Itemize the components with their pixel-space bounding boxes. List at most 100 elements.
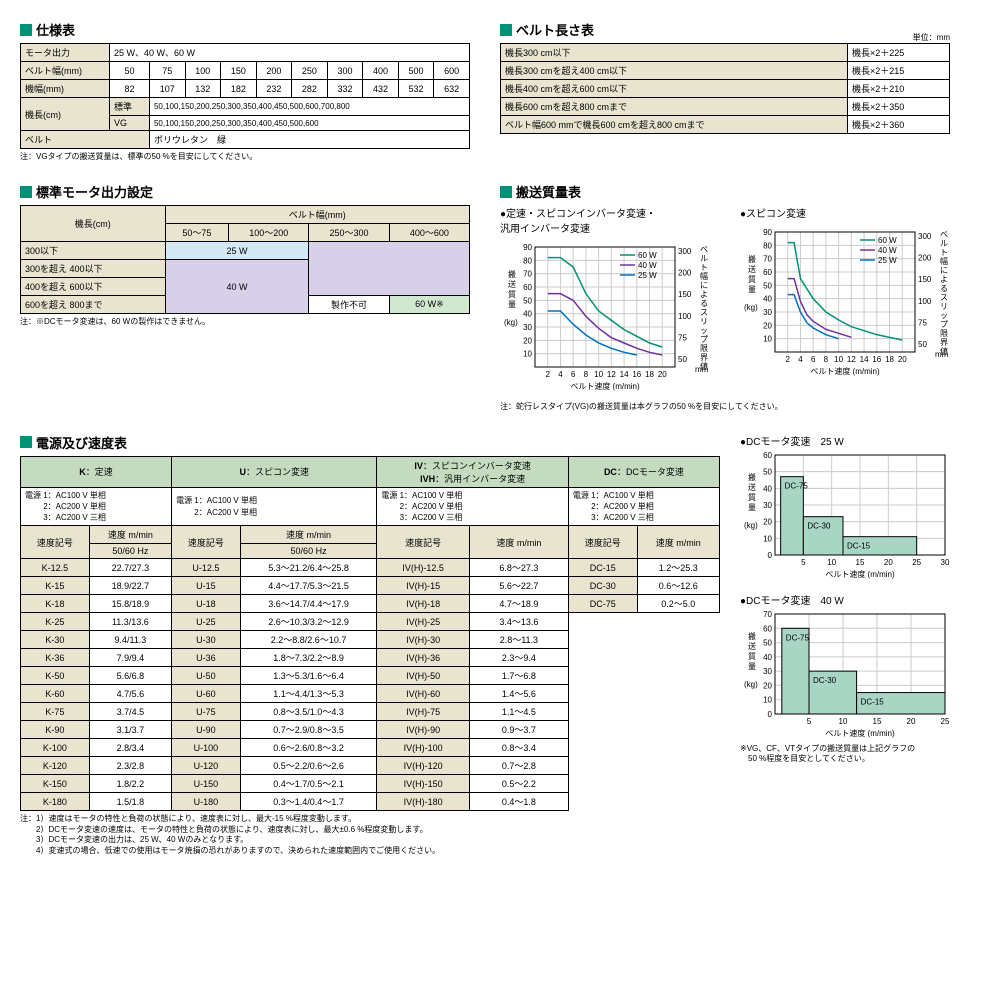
svg-text:(kg): (kg) bbox=[744, 680, 758, 689]
svg-text:搬: 搬 bbox=[748, 472, 756, 482]
svg-text:50: 50 bbox=[678, 355, 687, 364]
transport-title: 搬送質量表 bbox=[500, 182, 980, 201]
svg-text:60 W: 60 W bbox=[638, 251, 657, 260]
beltlen-unit: 単位：mm bbox=[913, 32, 950, 43]
svg-text:20: 20 bbox=[523, 337, 532, 346]
svg-text:30: 30 bbox=[763, 501, 772, 510]
svg-text:15: 15 bbox=[856, 558, 865, 567]
svg-text:70: 70 bbox=[763, 610, 772, 619]
svg-text:ッ: ッ bbox=[940, 311, 948, 320]
svg-text:12: 12 bbox=[847, 355, 856, 364]
svg-text:20: 20 bbox=[763, 681, 772, 690]
svg-text:ベ: ベ bbox=[940, 230, 948, 239]
svg-text:ル: ル bbox=[940, 239, 948, 248]
svg-text:300: 300 bbox=[918, 232, 932, 241]
svg-text:25 W: 25 W bbox=[878, 256, 897, 265]
svg-text:8: 8 bbox=[824, 355, 829, 364]
dc40-title: ●DCモータ変速 40 W bbox=[740, 592, 970, 607]
beltlen-title: ベルト長さ表 bbox=[500, 20, 594, 39]
svg-text:ベルト速度 (m/min): ベルト速度 (m/min) bbox=[570, 381, 640, 391]
svg-text:12: 12 bbox=[607, 370, 616, 379]
svg-text:る: る bbox=[940, 284, 948, 293]
svg-text:40: 40 bbox=[763, 653, 772, 662]
svg-text:質: 質 bbox=[748, 651, 756, 661]
svg-text:30: 30 bbox=[763, 308, 772, 317]
svg-text:40 W: 40 W bbox=[638, 261, 657, 270]
svg-text:40: 40 bbox=[763, 295, 772, 304]
svg-text:16: 16 bbox=[632, 370, 641, 379]
svg-text:mm: mm bbox=[935, 350, 949, 359]
svg-text:60: 60 bbox=[763, 268, 772, 277]
svg-text:6: 6 bbox=[811, 355, 816, 364]
svg-text:に: に bbox=[940, 266, 948, 275]
svg-text:量: 量 bbox=[508, 300, 516, 309]
beltlen-table: 機長300 cm以下機長×2＋225機長300 cmを超え400 cm以下機長×… bbox=[500, 43, 950, 134]
svg-text:に: に bbox=[700, 281, 708, 290]
transport-note: 注：蛇行レスタイプ(VG)の搬送質量は本グラフの50 %を目安にしてください。 bbox=[500, 402, 980, 412]
svg-text:DC-30: DC-30 bbox=[813, 676, 837, 685]
svg-text:限: 限 bbox=[940, 329, 948, 338]
svg-text:10: 10 bbox=[827, 558, 836, 567]
svg-text:界: 界 bbox=[940, 338, 948, 347]
svg-text:40: 40 bbox=[523, 310, 532, 319]
svg-text:プ: プ bbox=[940, 320, 948, 329]
svg-text:4: 4 bbox=[798, 355, 803, 364]
svg-text:50: 50 bbox=[763, 282, 772, 291]
svg-text:75: 75 bbox=[678, 334, 687, 343]
svg-text:(kg): (kg) bbox=[744, 521, 758, 530]
svg-text:10: 10 bbox=[763, 695, 772, 704]
svg-text:16: 16 bbox=[872, 355, 881, 364]
svg-text:30: 30 bbox=[763, 667, 772, 676]
svg-text:ベルト速度 (m/min): ベルト速度 (m/min) bbox=[825, 569, 895, 579]
svg-text:8: 8 bbox=[584, 370, 589, 379]
svg-text:送: 送 bbox=[748, 641, 756, 651]
svg-text:mm: mm bbox=[695, 365, 709, 374]
svg-text:40: 40 bbox=[763, 484, 772, 493]
svg-text:2: 2 bbox=[786, 355, 791, 364]
svg-text:50: 50 bbox=[763, 638, 772, 647]
svg-text:20: 20 bbox=[907, 717, 916, 726]
svg-text:20: 20 bbox=[898, 355, 907, 364]
dc25-title: ●DCモータ変速 25 W bbox=[740, 433, 970, 448]
svg-text:量: 量 bbox=[748, 503, 756, 512]
svg-text:DC-15: DC-15 bbox=[847, 541, 871, 550]
transport-chart2: 2468101214161820102030405060708090507510… bbox=[740, 222, 970, 382]
svg-text:20: 20 bbox=[763, 322, 772, 331]
svg-text:90: 90 bbox=[763, 228, 772, 237]
svg-text:25 W: 25 W bbox=[638, 271, 657, 280]
svg-text:10: 10 bbox=[594, 370, 603, 379]
svg-text:5: 5 bbox=[801, 558, 806, 567]
speed-title: 電源及び速度表 bbox=[20, 433, 720, 452]
spec-title: 仕様表 bbox=[20, 20, 470, 39]
svg-text:70: 70 bbox=[523, 270, 532, 279]
svg-text:200: 200 bbox=[678, 269, 692, 278]
svg-text:4: 4 bbox=[558, 370, 563, 379]
svg-text:14: 14 bbox=[620, 370, 629, 379]
svg-text:80: 80 bbox=[763, 242, 772, 251]
svg-text:30: 30 bbox=[523, 323, 532, 332]
svg-text:送: 送 bbox=[508, 279, 516, 289]
svg-text:18: 18 bbox=[645, 370, 654, 379]
svg-text:25: 25 bbox=[941, 717, 950, 726]
svg-text:ス: ス bbox=[700, 308, 708, 317]
svg-text:10: 10 bbox=[523, 350, 532, 359]
svg-text:DC-30: DC-30 bbox=[807, 521, 831, 530]
svg-text:60 W: 60 W bbox=[878, 236, 897, 245]
svg-text:75: 75 bbox=[918, 319, 927, 328]
svg-text:ト: ト bbox=[940, 248, 948, 257]
svg-text:60: 60 bbox=[763, 451, 772, 460]
svg-text:30: 30 bbox=[941, 558, 950, 567]
svg-text:幅: 幅 bbox=[700, 271, 708, 281]
svg-text:60: 60 bbox=[763, 624, 772, 633]
svg-text:14: 14 bbox=[860, 355, 869, 364]
svg-text:10: 10 bbox=[763, 335, 772, 344]
svg-text:限: 限 bbox=[700, 344, 708, 353]
svg-text:幅: 幅 bbox=[940, 256, 948, 266]
svg-text:ベ: ベ bbox=[700, 245, 708, 254]
svg-text:60: 60 bbox=[523, 283, 532, 292]
svg-text:ス: ス bbox=[940, 293, 948, 302]
svg-text:DC-75: DC-75 bbox=[785, 481, 809, 490]
svg-text:質: 質 bbox=[748, 274, 756, 284]
speed-table: K：定速U：スピコン変速IV：スピコンインバータ変速IVH：汎用インバータ変速D… bbox=[20, 456, 720, 812]
svg-text:50: 50 bbox=[918, 340, 927, 349]
